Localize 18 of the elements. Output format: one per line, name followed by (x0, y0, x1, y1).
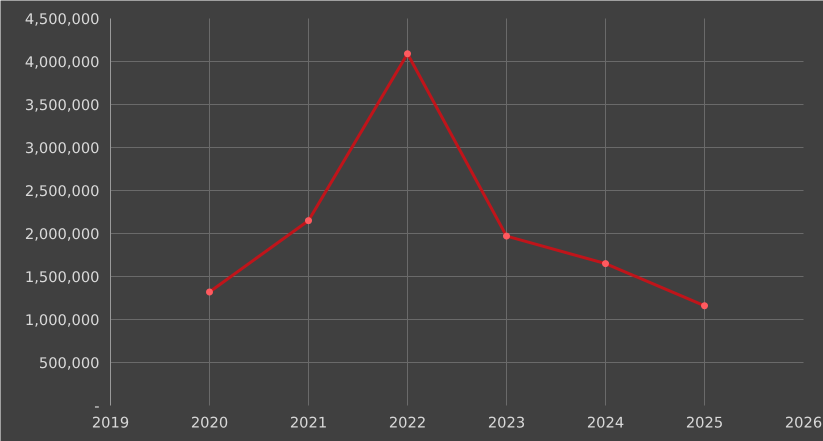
y-tick-label: 4,500,000 (24, 11, 100, 28)
x-tick-label: 2024 (586, 414, 624, 432)
y-tick-label: 1,000,000 (24, 312, 100, 329)
x-tick-label: 2023 (488, 414, 526, 432)
y-tick-label: - (94, 398, 100, 415)
x-tick-label: 2022 (388, 414, 426, 432)
y-tick-label: 2,500,000 (24, 183, 100, 200)
y-tick-label: 1,500,000 (24, 269, 100, 286)
x-tick-label: 2020 (190, 414, 228, 432)
x-tick-label: 2019 (92, 414, 130, 432)
y-tick-label: 3,000,000 (24, 140, 100, 157)
x-tick-label: 2021 (290, 414, 328, 432)
y-tick-label: 3,500,000 (24, 97, 100, 114)
y-tick-label: 2,000,000 (24, 226, 100, 243)
y-tick-label: 500,000 (38, 355, 100, 372)
x-tick-label: 2025 (686, 414, 724, 432)
y-tick-label: 4,000,000 (24, 54, 100, 71)
x-tick-label: 2026 (784, 414, 822, 432)
